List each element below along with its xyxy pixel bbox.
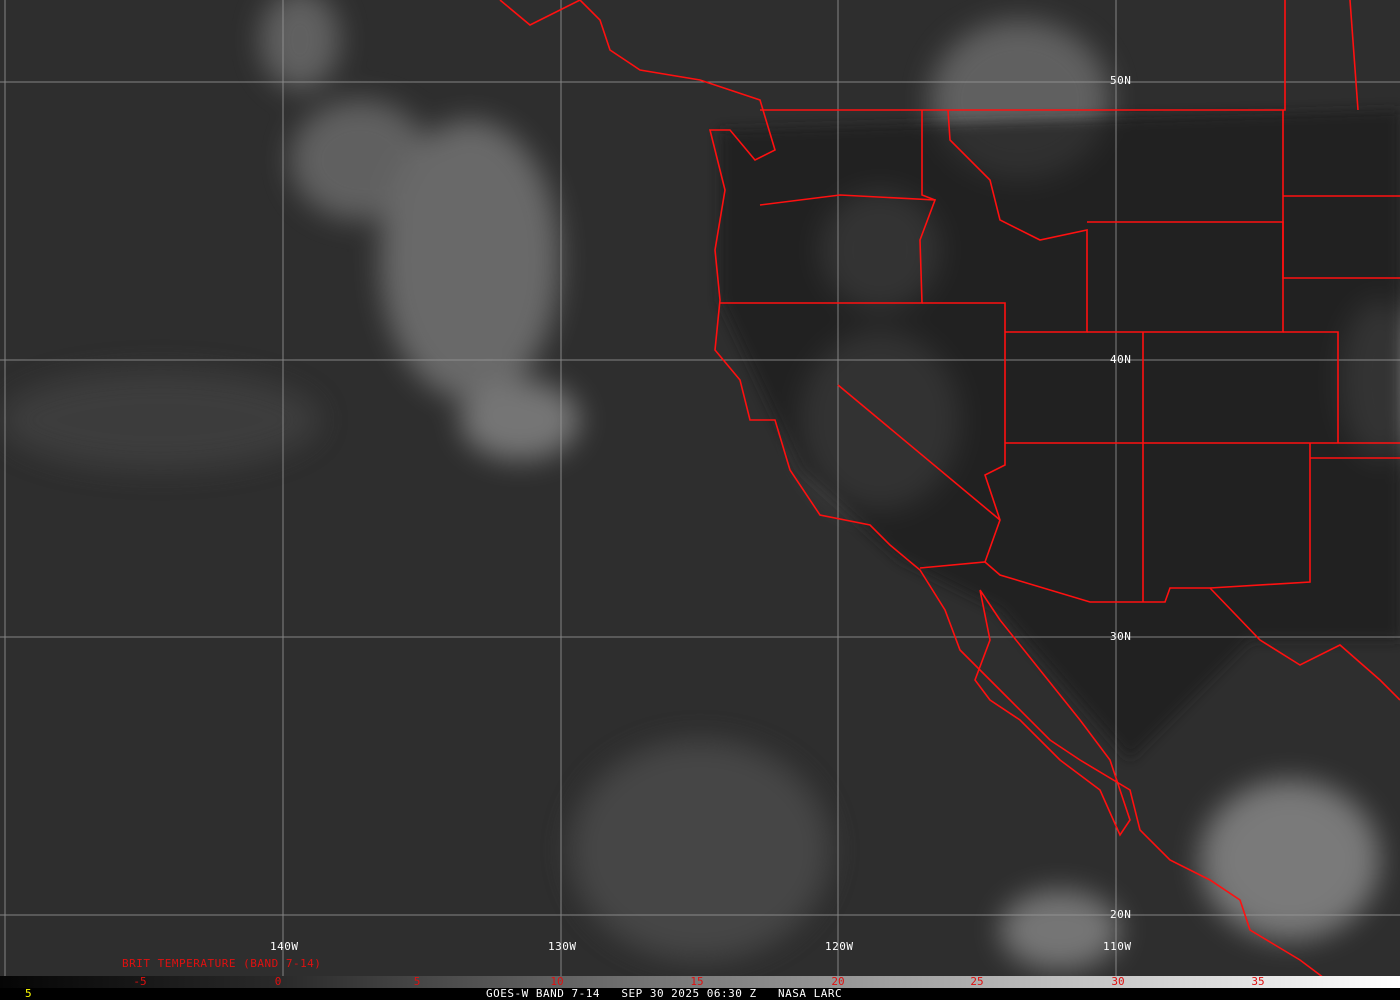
lat-label-40n: 40N xyxy=(1110,353,1132,366)
state-borders xyxy=(837,384,1001,521)
state-borders xyxy=(922,302,1006,563)
coastline xyxy=(499,0,1341,991)
state-borders xyxy=(720,194,937,304)
footer-bar xyxy=(0,988,1400,1000)
state-borders xyxy=(1349,0,1359,111)
state-borders xyxy=(1209,443,1311,589)
scale-tick: 10 xyxy=(550,975,564,988)
us-canada-border xyxy=(760,0,1286,111)
temperature-color-scale xyxy=(0,976,1400,988)
us-mexico-border xyxy=(919,561,1400,701)
state-borders xyxy=(1283,331,1339,443)
scale-tick: 5 xyxy=(413,975,421,988)
footer-left-value: 5 xyxy=(25,987,33,1000)
scale-tick: 0 xyxy=(274,975,282,988)
image-caption: GOES-W BAND 7-14 SEP 30 2025 06:30 Z NAS… xyxy=(486,987,843,1000)
lat-label-50n: 50N xyxy=(1110,74,1132,87)
political-borders xyxy=(499,0,1400,991)
state-borders xyxy=(1282,110,1400,279)
state-borders xyxy=(947,109,1088,333)
land-layer xyxy=(720,110,1400,760)
lon-label-140w: 140W xyxy=(270,940,299,953)
scale-tick: -5 xyxy=(133,975,147,988)
lat-lon-grid xyxy=(0,0,1400,976)
baja-peninsula xyxy=(974,589,1131,837)
scale-tick: 35 xyxy=(1251,975,1265,988)
lon-label-130w: 130W xyxy=(548,940,577,953)
lon-label-110w: 110W xyxy=(1103,940,1132,953)
lat-label-20n: 20N xyxy=(1110,908,1132,921)
scale-tick: 15 xyxy=(690,975,704,988)
scale-tick: 25 xyxy=(970,975,984,988)
lon-label-120w: 120W xyxy=(825,940,854,953)
scale-tick: 20 xyxy=(831,975,845,988)
legend-title: BRIT TEMPERATURE (BAND 7-14) xyxy=(122,957,322,970)
state-borders xyxy=(921,110,936,201)
scale-tick: 30 xyxy=(1111,975,1125,988)
lat-label-30n: 30N xyxy=(1110,630,1132,643)
